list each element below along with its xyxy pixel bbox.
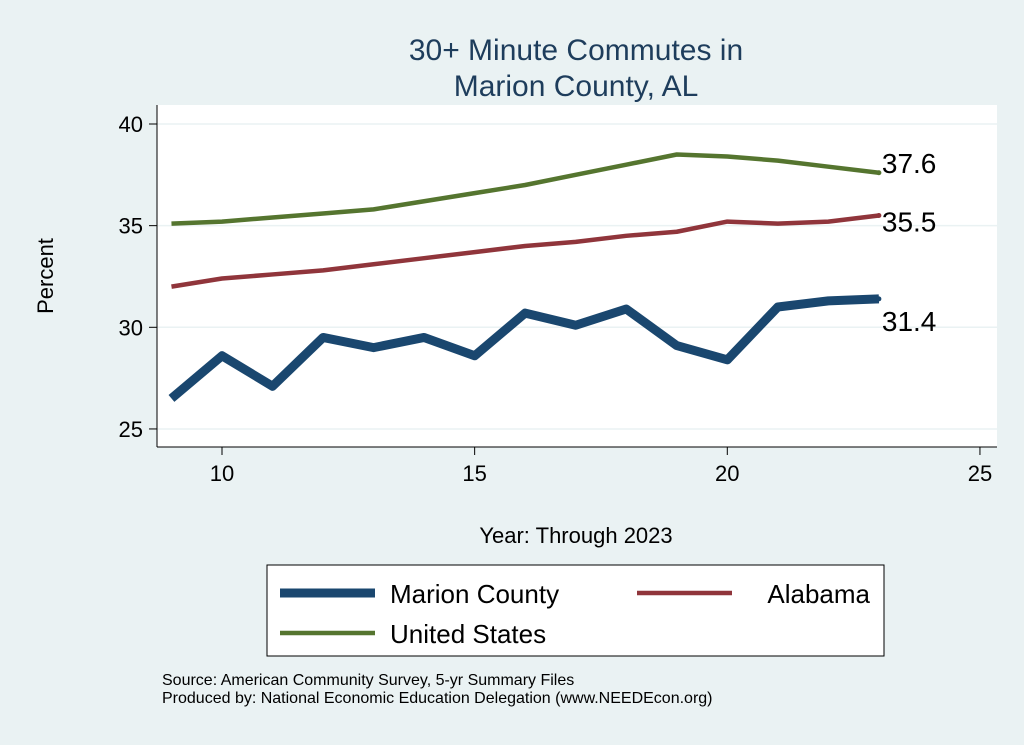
producer-note: Produced by: National Economic Education… (162, 690, 713, 707)
legend-box (266, 564, 885, 657)
series-line-united-states (171, 152, 880, 226)
x-tick-label: 10 (210, 461, 234, 486)
end-point-marker (876, 212, 882, 218)
end-point-marker (876, 296, 882, 302)
legend-label: United States (390, 619, 546, 649)
x-tick-label: 15 (462, 461, 486, 486)
end-point-marker (876, 170, 882, 176)
chart-title: 30+ Minute Commutes in (409, 34, 743, 67)
end-value-label: 37.6 (882, 148, 937, 179)
y-tick-label: 25 (119, 417, 143, 442)
y-tick-label: 30 (119, 315, 143, 340)
x-tick-label: 20 (715, 461, 739, 486)
end-value-label: 31.4 (882, 306, 937, 337)
series-line-alabama (171, 213, 880, 289)
x-axis-label: Year: Through 2023 (479, 523, 672, 548)
series-line-marion-county (168, 294, 880, 402)
legend-label: Alabama (767, 579, 870, 609)
source-note: Source: American Community Survey, 5-yr … (162, 672, 575, 689)
chart-subtitle: Marion County, AL (454, 70, 699, 103)
end-value-label: 35.5 (882, 206, 937, 237)
legend-label: Marion County (390, 579, 559, 609)
y-axis-label: Percent (33, 238, 58, 314)
y-tick-label: 40 (119, 112, 143, 137)
y-tick-label: 35 (119, 214, 143, 239)
plot-area (157, 105, 997, 447)
x-tick-label: 25 (968, 461, 992, 486)
